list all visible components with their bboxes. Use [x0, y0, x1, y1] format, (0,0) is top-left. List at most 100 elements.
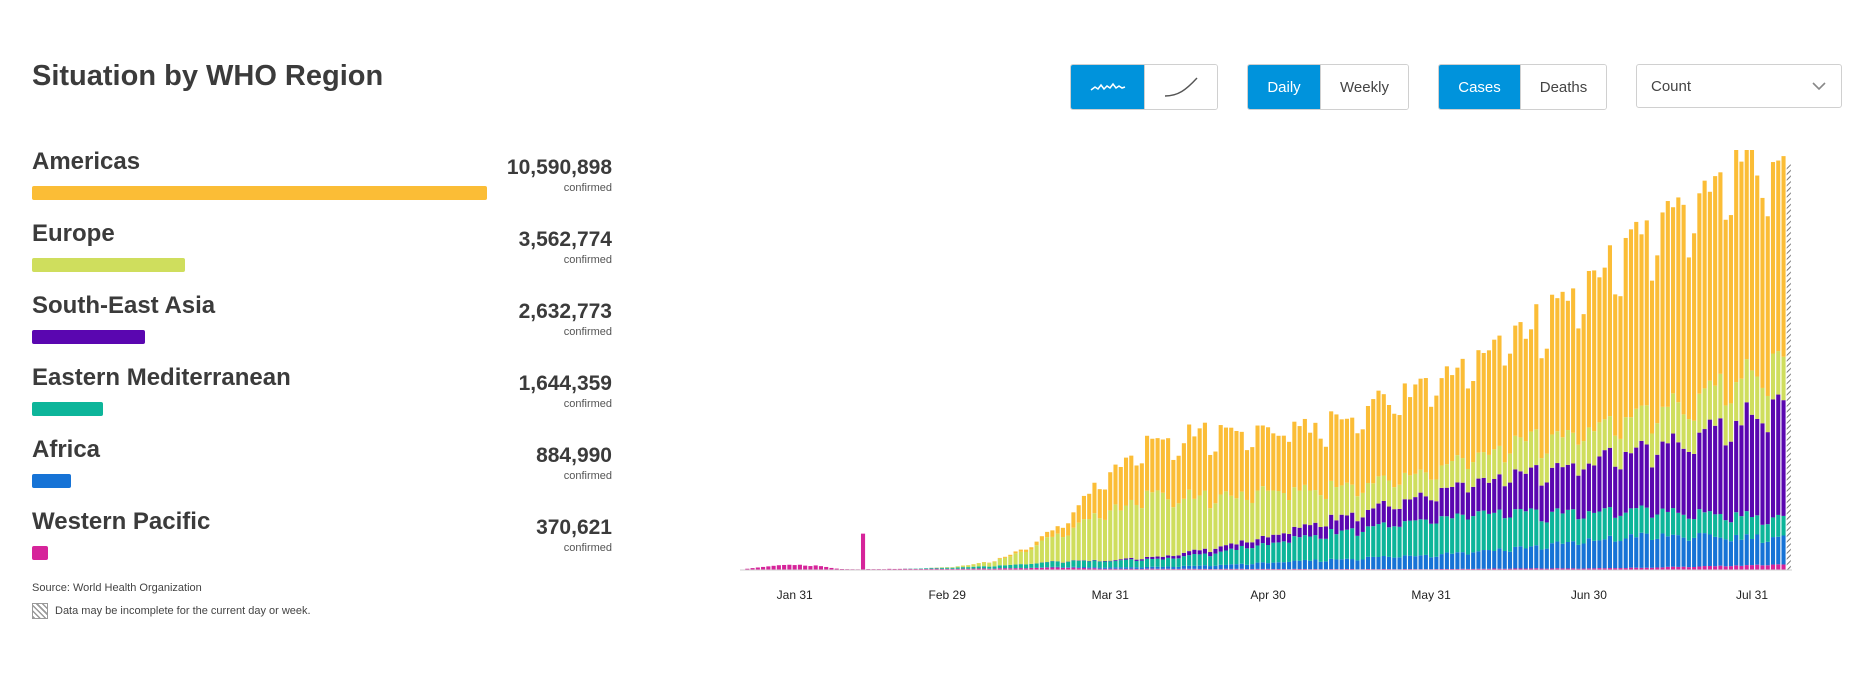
bar-western-pacific — [1707, 565, 1712, 570]
bar-americas — [1260, 425, 1265, 487]
bar-western-pacific — [803, 565, 808, 570]
bar-eastern-mediterranean — [1707, 511, 1712, 535]
bar-europe — [1187, 489, 1192, 552]
bar-eastern-mediterranean — [1113, 560, 1118, 568]
bar-europe — [1776, 351, 1781, 395]
bar-south-east-asia — [1644, 444, 1649, 508]
bar-americas — [1534, 304, 1539, 430]
bar-africa — [1649, 539, 1655, 568]
bar-western-pacific — [1297, 568, 1302, 570]
bar-eastern-mediterranean — [1302, 535, 1307, 560]
bar-eastern-mediterranean — [1050, 561, 1055, 567]
bar-eastern-mediterranean — [1097, 561, 1102, 568]
region-item-eastern-mediterranean[interactable]: Eastern Mediterranean 1,644,359 confirme… — [32, 362, 612, 434]
bar-south-east-asia — [1713, 425, 1718, 515]
bar-western-pacific — [1476, 568, 1481, 570]
metric-deaths-button[interactable]: Deaths — [1520, 65, 1606, 109]
bar-africa — [1371, 556, 1376, 570]
period-daily-button[interactable]: Daily — [1248, 65, 1320, 109]
bar-eastern-mediterranean — [1560, 513, 1565, 544]
region-item-south-east-asia[interactable]: South-East Asia 2,632,773 confirmed — [32, 290, 612, 362]
bar-africa — [1266, 563, 1271, 569]
period-weekly-button[interactable]: Weekly — [1320, 65, 1408, 109]
bar-africa — [1613, 541, 1618, 569]
bar-africa — [1271, 562, 1276, 570]
bar-south-east-asia — [1413, 497, 1418, 521]
bar-americas — [1781, 156, 1786, 357]
bar-europe — [1402, 472, 1407, 500]
bar-americas — [1707, 191, 1712, 381]
bar-europe — [1529, 431, 1534, 468]
bar-eastern-mediterranean — [1649, 517, 1655, 540]
bar-americas — [1618, 296, 1623, 439]
bar-americas — [1623, 237, 1628, 418]
bar-europe — [960, 565, 966, 568]
bar-western-pacific — [1613, 568, 1618, 570]
bar-africa — [1145, 566, 1150, 569]
bar-western-pacific — [1607, 568, 1612, 570]
bar-africa — [1723, 539, 1728, 567]
bar-western-pacific — [1066, 567, 1071, 570]
bar-americas — [1634, 221, 1639, 409]
bar-europe — [971, 564, 976, 567]
bar-western-pacific — [1139, 568, 1144, 570]
bar-south-east-asia — [1339, 514, 1344, 531]
bar-africa — [1376, 556, 1381, 570]
bar-africa — [1749, 538, 1755, 566]
bar-americas — [1392, 413, 1397, 488]
curve-line-button[interactable] — [1144, 65, 1217, 109]
bar-africa — [1755, 534, 1760, 565]
bar-americas — [1676, 197, 1681, 403]
bar-europe — [1276, 491, 1281, 535]
bar-eastern-mediterranean — [1187, 555, 1192, 566]
bar-south-east-asia — [1581, 469, 1586, 519]
bar-south-east-asia — [1781, 400, 1786, 516]
bar-europe — [1213, 503, 1218, 549]
bar-americas — [1518, 322, 1523, 438]
scale-select[interactable]: Count — [1636, 64, 1842, 108]
bar-europe — [1429, 479, 1434, 501]
wavy-line-button[interactable] — [1071, 65, 1144, 109]
region-item-africa[interactable]: Africa 884,990 confirmed — [32, 434, 612, 506]
bar-americas — [1287, 441, 1292, 501]
bar-americas — [1460, 358, 1465, 459]
bar-americas — [1686, 257, 1691, 420]
region-count: 2,632,773 — [518, 300, 612, 323]
bar-eastern-mediterranean — [1392, 526, 1397, 558]
bar-western-pacific — [1145, 568, 1150, 570]
bar-americas — [1171, 459, 1176, 508]
bar-europe — [1644, 405, 1649, 445]
bar-eastern-mediterranean — [1586, 511, 1591, 539]
bar-south-east-asia — [1655, 454, 1660, 515]
bar-africa — [1776, 536, 1781, 565]
bar-south-east-asia — [1455, 482, 1460, 514]
bar-americas — [1665, 201, 1670, 407]
bar-europe — [1713, 385, 1718, 426]
region-item-americas[interactable]: Americas 10,590,898 confirmed — [32, 146, 612, 218]
region-name: Africa — [32, 436, 101, 463]
bar-south-east-asia — [1260, 535, 1265, 544]
bar-eastern-mediterranean — [1592, 512, 1597, 541]
bar-south-east-asia — [1302, 524, 1307, 536]
bar-americas — [1318, 438, 1323, 496]
bar-americas — [1323, 446, 1328, 499]
bar-eastern-mediterranean — [1408, 520, 1413, 556]
bar-africa — [1571, 541, 1576, 569]
bar-europe — [1676, 402, 1681, 443]
bar-south-east-asia — [1555, 463, 1560, 509]
bar-americas — [1555, 298, 1560, 432]
bar-americas — [1408, 397, 1413, 476]
region-item-europe[interactable]: Europe 3,562,774 confirmed — [32, 218, 612, 290]
bar-south-east-asia — [1402, 499, 1407, 522]
bar-europe — [1413, 473, 1418, 498]
bar-americas — [1770, 162, 1776, 354]
bar-eastern-mediterranean — [1634, 508, 1639, 538]
metric-cases-button[interactable]: Cases — [1439, 65, 1520, 109]
bar-western-pacific — [1192, 568, 1197, 570]
bar-eastern-mediterranean — [1255, 545, 1260, 563]
bar-africa — [1208, 566, 1213, 570]
bar-south-east-asia — [1618, 469, 1623, 516]
region-item-western-pacific[interactable]: Western Pacific 370,621 confirmed — [32, 506, 612, 578]
bar-western-pacific — [1008, 568, 1013, 570]
bar-europe — [1034, 545, 1039, 564]
